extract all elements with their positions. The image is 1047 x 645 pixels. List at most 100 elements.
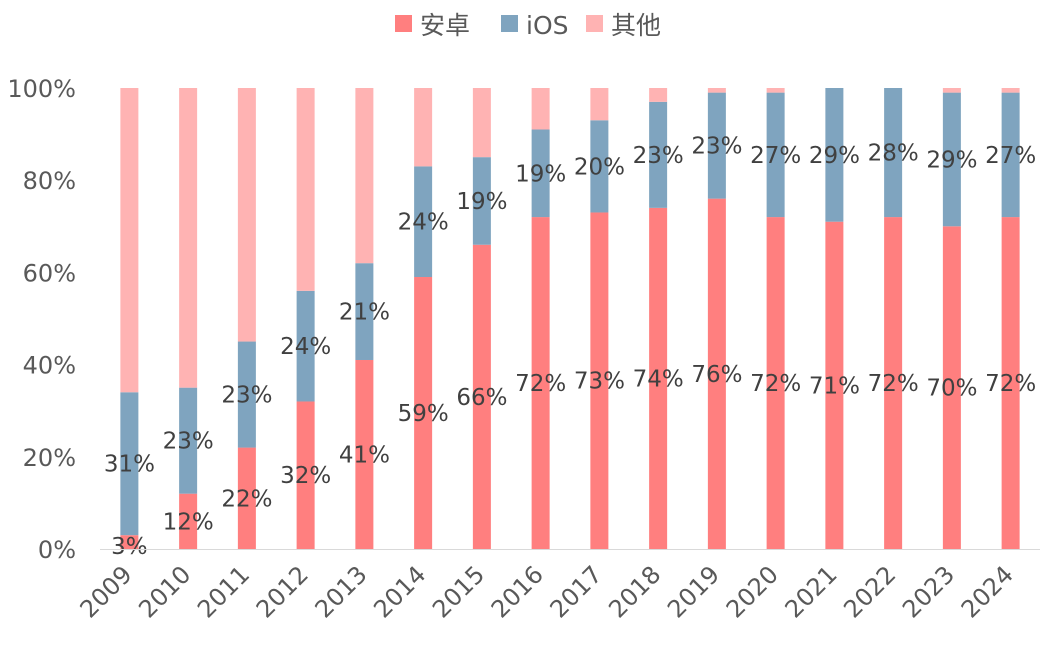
y-tick-label: 0% <box>38 536 76 564</box>
legend-swatch-0 <box>395 15 412 32</box>
bar-安卓-2020 <box>766 217 785 549</box>
data-label-iOS-2013: 21% <box>339 300 390 326</box>
bar-安卓-2010 <box>179 493 198 549</box>
y-tick-label: 20% <box>23 444 76 472</box>
bar-其他-2013 <box>355 88 374 264</box>
x-tick-label: 2021 <box>780 560 843 623</box>
x-tick-label: 2010 <box>133 560 196 623</box>
y-tick-label: 40% <box>23 352 76 380</box>
bar-安卓-2022 <box>884 217 903 549</box>
legend-swatch-2 <box>586 15 603 32</box>
bar-iOS-2014 <box>414 166 433 278</box>
bar-安卓-2013 <box>355 359 374 549</box>
bar-iOS-2009 <box>120 392 139 536</box>
bar-其他-2012 <box>296 88 315 291</box>
data-label-iOS-2020: 27% <box>750 143 801 169</box>
bar-安卓-2012 <box>296 401 315 549</box>
data-label-安卓-2009: 3% <box>111 534 148 560</box>
bar-其他-2009 <box>120 88 139 393</box>
data-label-iOS-2009: 31% <box>104 452 155 478</box>
data-label-iOS-2015: 19% <box>456 189 507 215</box>
data-label-安卓-2012: 32% <box>280 463 331 489</box>
bars <box>120 88 1020 550</box>
bar-iOS-2010 <box>179 387 198 494</box>
x-tick-label: 2023 <box>897 560 960 623</box>
data-label-安卓-2015: 66% <box>456 385 507 411</box>
bar-iOS-2022 <box>884 88 903 218</box>
bar-安卓-2024 <box>1001 217 1020 549</box>
x-tick-label: 2020 <box>721 560 784 623</box>
data-label-iOS-2012: 24% <box>280 334 331 360</box>
legend-label-1: iOS <box>526 11 569 40</box>
bar-安卓-2018 <box>649 207 668 550</box>
y-tick-label: 80% <box>23 167 76 195</box>
data-label-安卓-2014: 59% <box>398 401 449 427</box>
bar-其他-2024 <box>1001 88 1020 93</box>
data-label-iOS-2024: 27% <box>985 143 1036 169</box>
data-label-iOS-2018: 23% <box>633 143 684 169</box>
data-labels: 3% 31% 12% 23% 22% 23% 32% 24% 41% 21% 59% 24% 66% 19… <box>104 134 1036 560</box>
bar-安卓-2015 <box>472 244 491 550</box>
bar-iOS-2011 <box>237 341 256 448</box>
data-label-安卓-2017: 73% <box>574 369 625 395</box>
bar-其他-2010 <box>179 88 198 388</box>
bar-iOS-2021 <box>825 88 844 222</box>
legend-label-0: 安卓 <box>420 11 470 40</box>
bar-安卓-2023 <box>942 226 961 550</box>
y-tick-label: 60% <box>23 259 76 287</box>
bar-其他-2011 <box>237 88 256 342</box>
x-tick-label: 2019 <box>662 560 725 623</box>
bar-iOS-2018 <box>649 101 668 208</box>
bar-安卓-2021 <box>825 221 844 549</box>
x-tick-label: 2017 <box>545 560 608 623</box>
data-label-iOS-2022: 28% <box>868 141 919 167</box>
bar-其他-2019 <box>707 88 726 93</box>
bar-其他-2016 <box>531 88 550 130</box>
bar-安卓-2019 <box>707 198 726 549</box>
bar-安卓-2017 <box>590 212 609 549</box>
data-label-安卓-2010: 12% <box>163 509 214 535</box>
x-tick-label: 2011 <box>192 560 255 623</box>
legend-label-2: 其他 <box>611 11 661 40</box>
y-tick-label: 100% <box>7 75 76 103</box>
x-tick-label: 2018 <box>603 560 666 623</box>
legend: 安卓 iOS 其他 <box>395 11 661 40</box>
x-tick-label: 2016 <box>486 560 549 623</box>
bar-iOS-2016 <box>531 129 550 218</box>
data-label-iOS-2014: 24% <box>398 210 449 236</box>
bar-其他-2023 <box>942 88 961 93</box>
data-label-安卓-2023: 70% <box>926 376 977 402</box>
x-tick-label: 2012 <box>251 560 314 623</box>
x-tick-label: 2015 <box>427 560 490 623</box>
x-tick-label: 2022 <box>838 560 901 623</box>
x-tick-label: 2009 <box>75 560 138 623</box>
bar-其他-2018 <box>649 88 668 102</box>
bar-其他-2020 <box>766 88 785 93</box>
bar-其他-2015 <box>472 88 491 158</box>
bar-安卓-2014 <box>414 277 433 549</box>
x-tick-label: 2024 <box>956 560 1019 623</box>
data-label-安卓-2019: 76% <box>691 362 742 388</box>
bar-安卓-2011 <box>237 447 256 549</box>
data-label-安卓-2018: 74% <box>633 366 684 392</box>
data-label-iOS-2021: 29% <box>809 143 860 169</box>
x-tick-label: 2014 <box>368 560 431 623</box>
bar-安卓-2009 <box>120 535 139 549</box>
data-label-iOS-2017: 20% <box>574 154 625 180</box>
bar-其他-2017 <box>590 88 609 121</box>
data-label-安卓-2013: 41% <box>339 442 390 468</box>
y-axis: 0% 20% 40% 60% 80% 100% <box>7 75 76 564</box>
bar-iOS-2023 <box>942 92 961 227</box>
bar-iOS-2013 <box>355 263 374 360</box>
data-label-安卓-2020: 72% <box>750 371 801 397</box>
bar-iOS-2015 <box>472 157 491 245</box>
data-label-安卓-2024: 72% <box>985 371 1036 397</box>
bar-iOS-2017 <box>590 120 609 213</box>
data-label-iOS-2016: 19% <box>515 161 566 187</box>
bar-安卓-2016 <box>531 217 550 549</box>
data-label-安卓-2022: 72% <box>868 371 919 397</box>
data-label-iOS-2019: 23% <box>691 134 742 160</box>
legend-swatch-1 <box>501 15 518 32</box>
bar-iOS-2020 <box>766 92 785 218</box>
